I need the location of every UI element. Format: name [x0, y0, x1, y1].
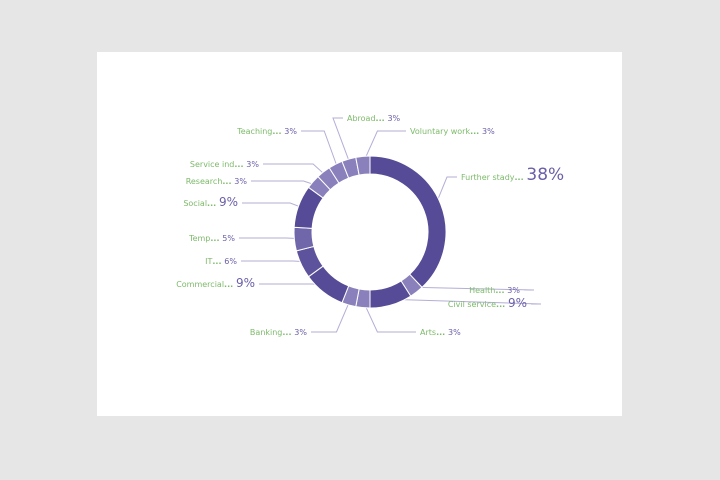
label-dots: ... [376, 114, 388, 123]
label-percent: 3% [507, 286, 520, 295]
leader-line [362, 301, 416, 333]
label-dots: ... [234, 160, 246, 169]
label-dots: ... [212, 257, 224, 266]
slice-label: Teaching... 3% [236, 127, 297, 136]
label-name: IT [205, 257, 212, 266]
label-dots: ... [495, 286, 507, 295]
slice-label: Service ind... 3% [190, 160, 259, 169]
label-dots: ... [436, 328, 448, 337]
slice-label: Temp... 5% [188, 234, 235, 243]
leader-line [301, 130, 339, 170]
label-name: Arts [420, 328, 436, 337]
label-name: Temp [188, 234, 210, 243]
leader-line [434, 176, 457, 207]
label-name: Research [186, 177, 223, 186]
slice-label: Further stady... 38% [461, 165, 564, 185]
label-percent: 5% [222, 234, 235, 243]
leader-line [251, 180, 318, 187]
label-percent: 9% [219, 195, 238, 209]
slice-label: IT... 6% [205, 257, 237, 266]
leader-line [332, 117, 351, 165]
label-dots: ... [282, 328, 294, 337]
slice-label: Abroad... 3% [347, 114, 401, 123]
label-dots: ... [470, 127, 482, 136]
label-dots: ... [210, 234, 222, 243]
slice-further-stady [369, 155, 447, 289]
label-dots: ... [224, 280, 236, 289]
label-percent: 3% [448, 328, 461, 337]
leader-line [242, 202, 305, 209]
leader-line [263, 163, 328, 178]
label-percent: 6% [224, 257, 237, 266]
label-name: Banking [250, 328, 282, 337]
label-dots: ... [207, 199, 219, 208]
label-percent: 3% [234, 177, 247, 186]
chart-card [97, 52, 622, 416]
label-percent: 3% [294, 328, 307, 337]
label-dots: ... [515, 173, 527, 182]
slice-label: Banking... 3% [250, 328, 307, 337]
leader-line [412, 286, 535, 291]
slice-temp [293, 226, 315, 252]
leader-line [239, 237, 301, 240]
slice-label: Voluntary work... 3% [410, 127, 495, 136]
label-dots: ... [222, 177, 234, 186]
label-percent: 9% [508, 296, 527, 310]
leader-line [241, 260, 307, 263]
slice-label: Commercial... 9% [176, 276, 255, 290]
slice-label: Social... 9% [183, 195, 238, 209]
label-dots: ... [496, 300, 508, 309]
slice-label: Health... 3% [469, 286, 520, 295]
slice-label: Civil service... 9% [448, 296, 527, 310]
label-name: Abroad [347, 114, 376, 123]
slice-voluntary-work [355, 155, 371, 176]
label-name: Voluntary work [410, 127, 470, 136]
label-percent: 38% [526, 165, 564, 185]
label-name: Service ind [190, 160, 234, 169]
slice-label: Arts... 3% [420, 328, 461, 337]
label-name: Further stady [461, 173, 515, 182]
label-percent: 9% [236, 276, 255, 290]
label-percent: 3% [284, 127, 297, 136]
label-name: Teaching [236, 127, 272, 136]
slice-label: Research... 3% [186, 177, 248, 186]
label-dots: ... [272, 127, 284, 136]
label-percent: 3% [482, 127, 495, 136]
label-name: Commercial [176, 280, 224, 289]
label-percent: 3% [387, 114, 400, 123]
leader-line [362, 130, 406, 163]
label-name: Health [469, 286, 495, 295]
label-name: Social [183, 199, 207, 208]
label-name: Civil service [448, 300, 496, 309]
leader-line [311, 299, 351, 333]
label-percent: 3% [246, 160, 259, 169]
leader-line [389, 298, 542, 305]
